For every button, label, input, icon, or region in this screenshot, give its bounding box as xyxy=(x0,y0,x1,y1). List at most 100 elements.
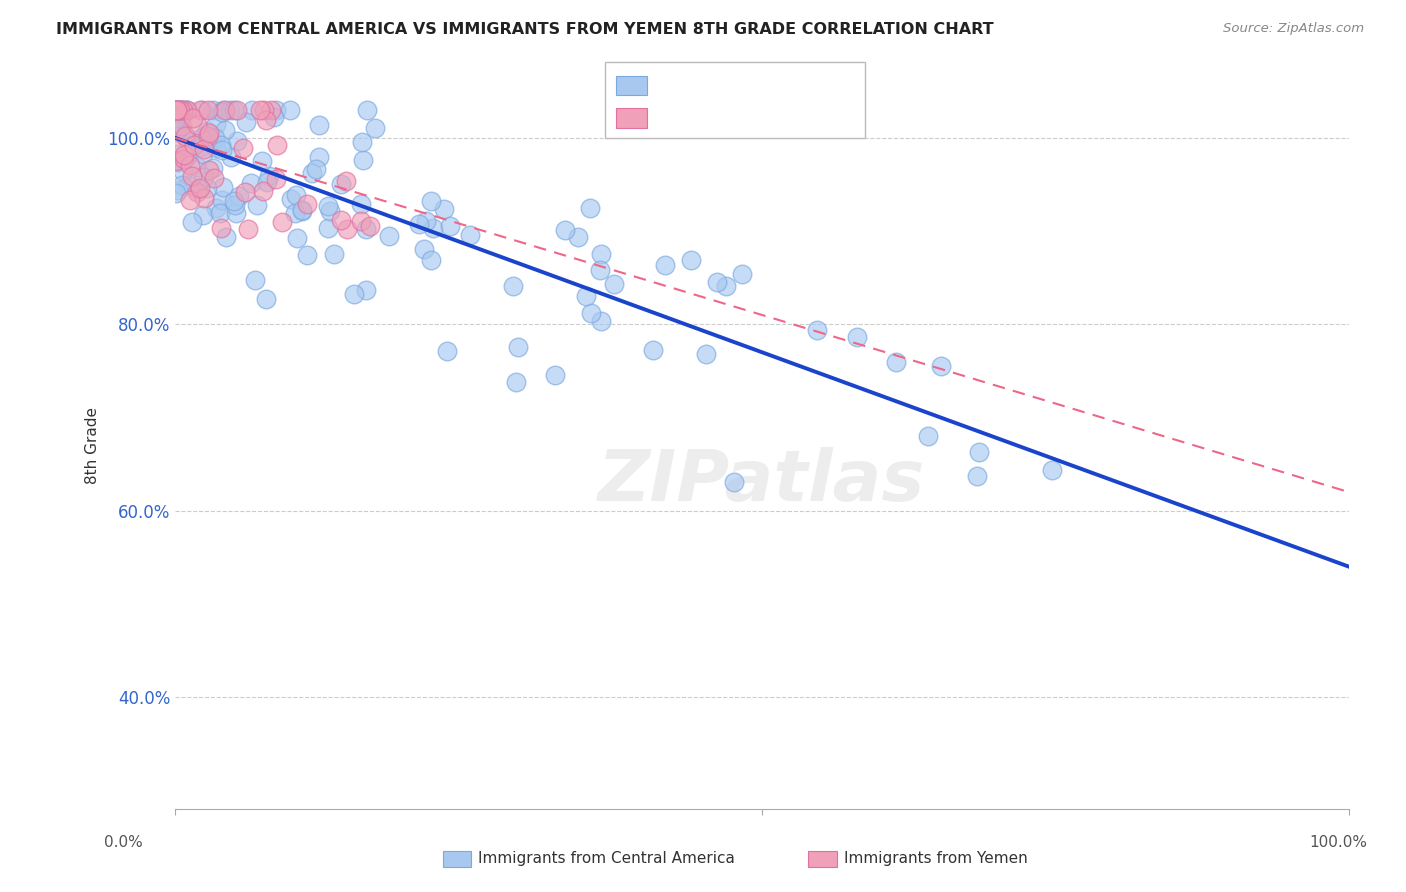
Point xyxy=(579,202,602,216)
Point xyxy=(297,248,319,262)
Point xyxy=(301,166,323,180)
Point xyxy=(186,118,208,132)
Point xyxy=(205,201,228,215)
Point xyxy=(723,475,745,490)
Point xyxy=(166,106,188,120)
Text: R =: R = xyxy=(654,70,690,87)
Point xyxy=(165,103,187,117)
Point xyxy=(350,135,373,149)
Point xyxy=(291,204,314,219)
Point xyxy=(205,117,228,131)
Point xyxy=(271,214,294,228)
Point xyxy=(505,375,527,389)
Point xyxy=(193,147,215,161)
Point xyxy=(567,230,589,244)
Point xyxy=(695,347,717,361)
Point xyxy=(170,103,193,117)
Text: -0.594: -0.594 xyxy=(685,70,744,87)
Point xyxy=(359,219,381,233)
Point xyxy=(233,185,256,199)
Point xyxy=(356,103,378,117)
Text: N =: N = xyxy=(755,105,792,123)
Point xyxy=(170,119,193,133)
Point xyxy=(352,153,374,167)
Point xyxy=(350,214,373,228)
Point xyxy=(714,279,737,293)
Point xyxy=(173,129,195,144)
Point xyxy=(235,114,257,128)
Text: 100.0%: 100.0% xyxy=(1309,836,1368,850)
Point xyxy=(929,359,952,373)
Point xyxy=(197,128,219,143)
Point xyxy=(349,197,371,211)
Point xyxy=(422,221,444,235)
Point xyxy=(214,123,236,137)
Text: 49: 49 xyxy=(794,105,818,123)
Text: R =: R = xyxy=(654,105,690,123)
Point xyxy=(181,169,204,183)
Point xyxy=(169,103,191,117)
Point xyxy=(336,222,359,236)
Point xyxy=(249,103,271,117)
Point xyxy=(181,111,204,125)
Point xyxy=(543,368,565,382)
Point xyxy=(172,103,194,117)
Point xyxy=(204,171,226,186)
Point xyxy=(439,219,461,233)
Point xyxy=(575,289,598,303)
Point xyxy=(297,197,319,211)
Point xyxy=(243,273,266,287)
Point xyxy=(335,174,357,188)
Point xyxy=(176,178,198,192)
Point xyxy=(165,111,187,125)
Point xyxy=(173,148,195,162)
Point xyxy=(197,128,219,143)
Point xyxy=(224,194,246,209)
Point xyxy=(176,149,198,163)
Point xyxy=(420,194,443,209)
Point xyxy=(169,121,191,136)
Point xyxy=(219,150,242,164)
Point xyxy=(589,263,612,277)
Point xyxy=(806,323,828,337)
Point xyxy=(589,246,612,260)
Point xyxy=(280,192,302,206)
Point xyxy=(259,103,281,117)
Point xyxy=(554,223,576,237)
Point xyxy=(266,137,288,152)
Point xyxy=(967,445,990,459)
Point xyxy=(166,103,188,117)
Point xyxy=(433,202,456,216)
Point xyxy=(264,172,287,186)
Point xyxy=(186,185,208,199)
Point xyxy=(166,103,188,117)
Point xyxy=(190,134,212,148)
Point xyxy=(173,152,195,166)
Point xyxy=(167,155,190,169)
Point xyxy=(356,283,378,297)
Point xyxy=(231,141,253,155)
Point xyxy=(254,293,277,307)
Point xyxy=(173,106,195,120)
Point xyxy=(681,252,703,267)
Point xyxy=(917,428,939,442)
Point xyxy=(222,103,245,117)
Point xyxy=(641,343,664,357)
Point xyxy=(174,103,197,117)
Point xyxy=(284,205,307,219)
Point xyxy=(211,105,233,120)
Point xyxy=(186,160,208,174)
Point xyxy=(319,203,342,218)
Point xyxy=(264,103,287,117)
Point xyxy=(316,199,339,213)
Point xyxy=(170,103,193,117)
Point xyxy=(219,103,242,117)
Point xyxy=(197,103,219,117)
Point xyxy=(581,306,603,320)
Point xyxy=(343,287,366,301)
Point xyxy=(731,267,754,281)
Point xyxy=(193,191,215,205)
Point xyxy=(308,150,330,164)
Point xyxy=(172,122,194,136)
Point xyxy=(191,208,214,222)
